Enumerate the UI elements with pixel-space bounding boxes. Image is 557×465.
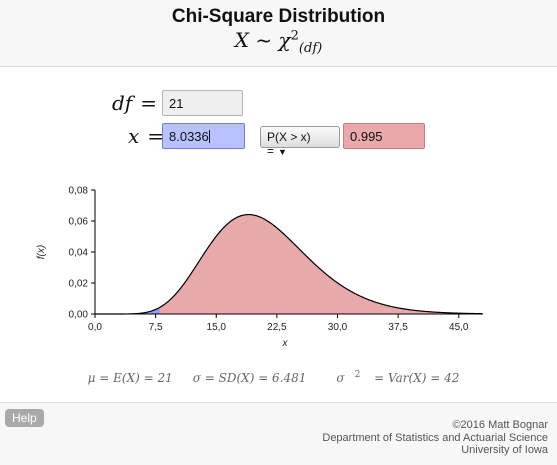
credits: ©2016 Matt Bognar Department of Statisti… <box>322 419 548 457</box>
y-tick-label: 0,08 <box>69 186 89 197</box>
probability-output[interactable]: 0.995 <box>343 123 425 149</box>
x-axis-label: x <box>282 338 289 349</box>
x-tick-label: 0,0 <box>88 322 102 333</box>
x-tick-label: 7,5 <box>149 322 163 333</box>
plot-area: 0,0 7,5 15,0 22,5 30,0 37,5 45,0 0,00 0,02 0,04 0,… <box>36 186 483 349</box>
formula-subscript: (df) <box>298 41 323 56</box>
footer: Help ©2016 Matt Bognar Department of Sta… <box>0 402 557 465</box>
x-tick-label: 22,5 <box>267 322 287 333</box>
copyright-text: ©2016 Matt Bognar <box>452 419 548 431</box>
formula-superscript: 2 <box>290 28 299 44</box>
page-title: Chi-Square Distribution <box>171 6 386 27</box>
density-curve <box>95 213 483 315</box>
x-tick-label: 30,0 <box>328 322 348 333</box>
help-button[interactable]: Help <box>5 409 44 427</box>
distribution-formula: X ~ χ2(df) <box>0 28 557 56</box>
probability-type-select[interactable]: P(X > x) = ▼ <box>260 126 340 158</box>
university-text: University of Iowa <box>461 444 548 456</box>
sd-stat: σ = SD(X) = 6.481 <box>192 371 307 385</box>
df-label: df = <box>112 91 157 115</box>
y-tick-label: 0,04 <box>69 248 89 259</box>
x-label: x = <box>128 124 165 148</box>
y-tick-label: 0,02 <box>69 279 89 290</box>
chevron-down-icon: ▼ <box>278 147 287 157</box>
x-tick-label: 15,0 <box>207 322 227 333</box>
mean-stat: μ = E(X) = 21 <box>87 371 173 385</box>
y-axis-label: f(x) <box>36 245 47 259</box>
x-tick-label: 45,0 <box>449 322 469 333</box>
right-tail-area <box>159 214 483 314</box>
y-tick-label: 0,00 <box>69 310 89 321</box>
department-text: Department of Statistics and Actuarial S… <box>322 431 548 444</box>
density-chart: 0,0 7,5 15,0 22,5 30,0 37,5 45,0 0,00 0,02 0,04 0,… <box>36 186 483 349</box>
df-input[interactable]: 21 <box>162 90 243 116</box>
x-input[interactable]: 8.0336 <box>162 123 245 149</box>
formula-lhs: X ~ χ <box>234 28 291 52</box>
y-tick-label: 0,06 <box>69 217 89 228</box>
left-tail-area <box>95 307 160 314</box>
x-tick-label: 37,5 <box>388 322 408 333</box>
distribution-stats: μ = E(X) = 21 σ = SD(X) = 6.481 σ 2 = Var(X… <box>0 370 557 385</box>
page-header: Chi-Square Distribution X ~ χ2(df) <box>0 0 557 67</box>
